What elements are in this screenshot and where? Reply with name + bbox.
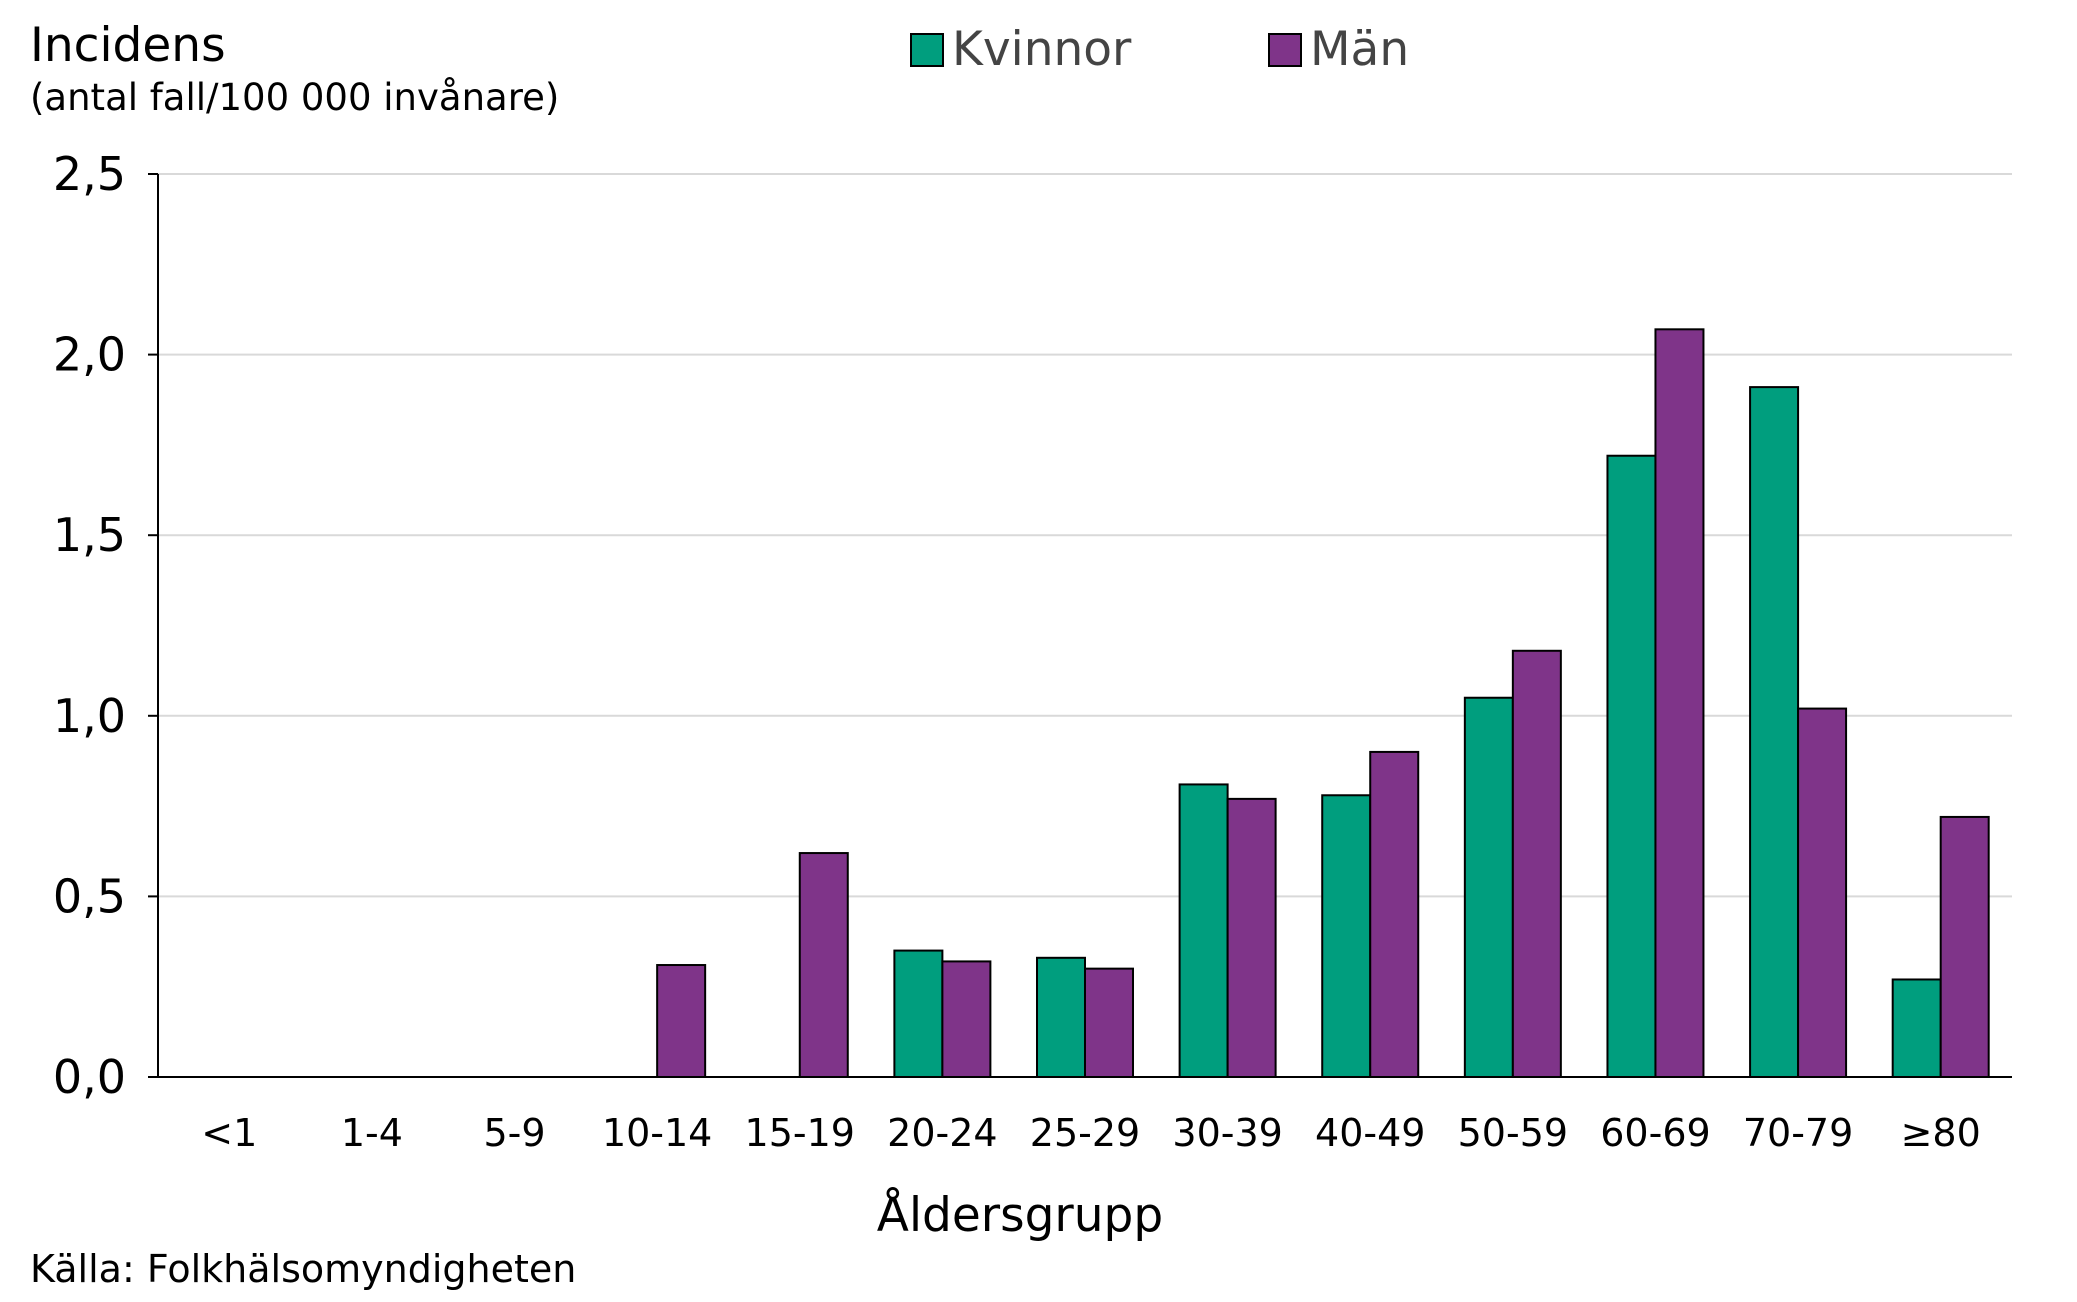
y-tick-label: 1,5 [53,508,126,562]
bar-man-9 [1511,649,1562,1078]
bar-kvinnor-5 [893,949,944,1079]
x-tick-label: <1 [201,1111,257,1155]
bar-man-11 [1797,707,1848,1078]
x-tick-label: 1-4 [341,1111,403,1155]
bar-kvinnor-12 [1891,978,1942,1079]
bar-kvinnor-8 [1321,794,1372,1078]
source-note: Källa: Folkhälsomyndigheten [30,1247,577,1291]
x-tick-label: 10-14 [602,1111,712,1155]
y-tick-label: 2,0 [53,328,126,382]
x-tick-label: 40-49 [1315,1111,1425,1155]
bar-man-5 [941,960,992,1079]
x-tick-label: 15-19 [745,1111,855,1155]
bar-man-10 [1654,328,1705,1079]
x-tick-label: 20-24 [887,1111,997,1155]
legend-item-man: Män [1268,22,1409,77]
x-tick-label: 5-9 [483,1111,545,1155]
x-axis-title: Åldersgrupp [876,1188,1164,1243]
x-tick-label: 50-59 [1458,1111,1568,1155]
x-tick-label: 60-69 [1600,1111,1710,1155]
y-axis-title: Incidens [30,18,226,73]
bar-man-8 [1369,750,1420,1078]
x-tick-label: 25-29 [1030,1111,1140,1155]
bar-kvinnor-6 [1036,956,1086,1079]
legend-swatch-kvinnor [910,32,944,67]
y-tick-label: 0,0 [53,1050,126,1104]
y-tick-label: 0,5 [53,869,126,923]
x-tick-label: 30-39 [1172,1111,1282,1155]
x-tick-label: ≥80 [1901,1111,1981,1155]
bar-kvinnor-10 [1606,454,1657,1078]
bar-kvinnor-11 [1749,386,1800,1079]
bar-man-3 [656,964,707,1079]
bar-man-12 [1939,815,1990,1078]
legend-swatch-man [1268,32,1302,67]
legend-label-man: Män [1310,22,1410,77]
bar-man-6 [1084,967,1134,1079]
bar-kvinnor-9 [1463,696,1514,1078]
bar-kvinnor-7 [1178,783,1229,1078]
bar-man-4 [798,852,849,1079]
y-tick-label: 1,0 [53,689,126,743]
bar-man-7 [1226,797,1277,1078]
y-tick-label: 2,5 [53,147,126,201]
x-tick-label: 70-79 [1743,1111,1853,1155]
legend-item-kvinnor: Kvinnor [910,22,1131,77]
y-axis-subtitle: (antal fall/100 000 invånare) [30,76,560,119]
legend-label-kvinnor: Kvinnor [952,22,1132,77]
